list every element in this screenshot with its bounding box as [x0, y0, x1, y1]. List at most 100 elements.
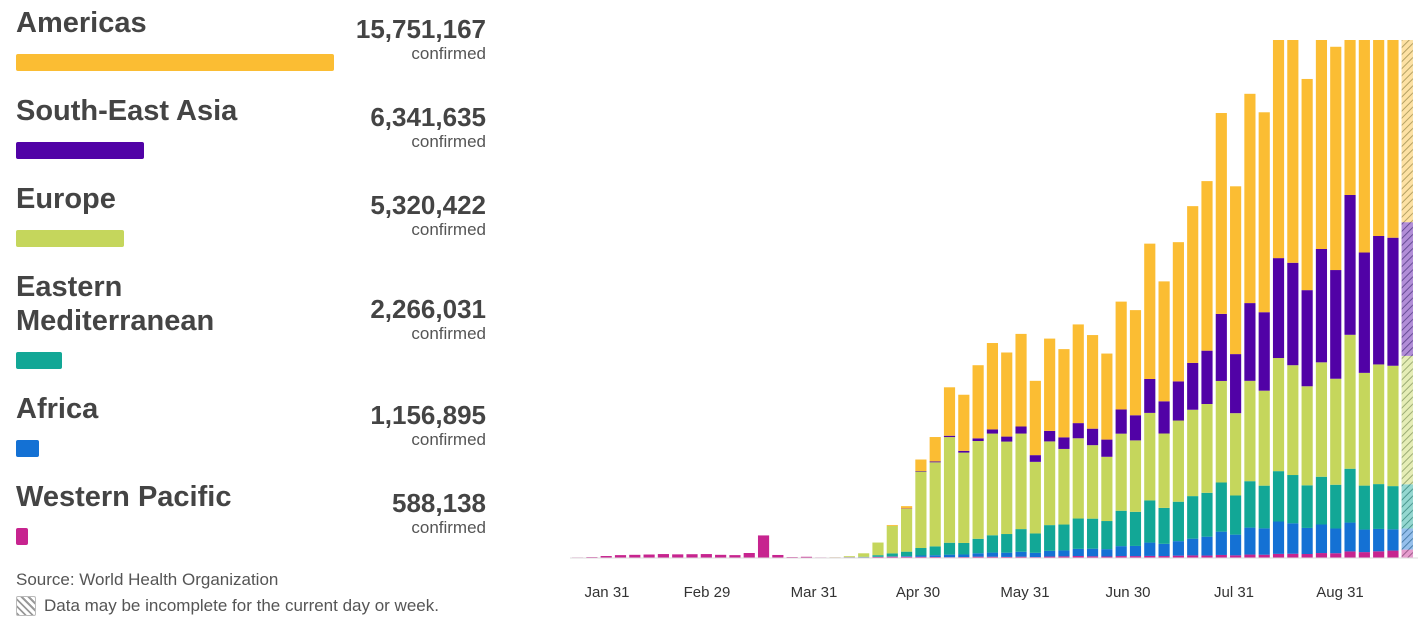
bar-africa-46	[1230, 534, 1242, 556]
region-bar	[16, 54, 334, 71]
bar-americas-49	[1272, 40, 1285, 259]
bar-south-east-asia-55	[1358, 252, 1370, 373]
region-bar	[16, 142, 144, 159]
region-value-label: confirmed	[411, 132, 486, 151]
bar-western-pacific-50	[1287, 553, 1299, 558]
bar-eastern-mediterranean-45	[1215, 482, 1227, 532]
incomplete-note: Data may be incomplete for the current d…	[16, 596, 439, 616]
bar-africa-41	[1158, 543, 1170, 557]
bar-western-pacific-42	[1172, 555, 1184, 558]
bar-western-pacific-44	[1201, 555, 1213, 558]
region-value: 15,751,167	[355, 14, 486, 44]
bar-africa-23	[901, 556, 913, 557]
bar-eastern-mediterranean-38	[1115, 510, 1127, 547]
bar-africa-28	[972, 553, 984, 557]
bar-africa-55	[1358, 529, 1370, 553]
bar-americas-55	[1358, 40, 1370, 253]
bar-africa-35	[1072, 548, 1084, 557]
region-eastern-mediterranean[interactable]: Eastern Mediterranean 2,266,031 confirme…	[16, 270, 486, 369]
bar-south-east-asia-54	[1344, 194, 1356, 335]
region-value: 2,266,031	[370, 294, 486, 324]
bar-americas-33	[1044, 338, 1056, 431]
bar-americas-28	[972, 365, 984, 439]
bar-eastern-mediterranean-54	[1344, 468, 1356, 523]
bar-europe-57	[1387, 365, 1399, 487]
bar-americas-41	[1158, 281, 1170, 402]
bar-americas-46	[1230, 186, 1242, 355]
bar-africa-34	[1058, 550, 1070, 557]
bar-eastern-mediterranean-50	[1287, 475, 1299, 524]
bar-americas-35	[1072, 324, 1084, 424]
bar-south-east-asia-41	[1158, 401, 1170, 434]
region-value-label: confirmed	[411, 220, 486, 239]
region-value-label: confirmed	[411, 430, 486, 449]
bar-africa-44	[1201, 536, 1213, 556]
bar-western-pacific-38	[1115, 556, 1127, 558]
bars-layer	[572, 40, 1413, 559]
bar-americas-34	[1058, 349, 1070, 438]
bar-western-pacific-57	[1387, 550, 1399, 558]
bar-western-pacific-13	[757, 535, 770, 558]
bar-eastern-mediterranean-46	[1230, 495, 1242, 535]
bar-western-pacific-51	[1301, 554, 1313, 558]
bar-western-pacific-56	[1373, 551, 1385, 558]
source-text: Source: World Health Organization	[16, 570, 279, 589]
bar-europe-28	[972, 441, 984, 539]
region-value-label: confirmed	[411, 44, 486, 63]
bar-africa-56	[1373, 528, 1385, 552]
bar-south-east-asia-40	[1144, 378, 1156, 413]
bar-south-east-asia-43	[1187, 362, 1199, 410]
bar-western-pacific-55	[1358, 552, 1370, 558]
bar-western-pacific-12	[743, 553, 755, 558]
bar-eastern-mediterranean-35	[1072, 518, 1084, 549]
bar-eastern-mediterranean-44	[1201, 492, 1213, 537]
region-value: 5,320,422	[370, 190, 486, 220]
bar-americas-53	[1330, 46, 1342, 271]
bar-western-pacific-40	[1144, 555, 1156, 558]
x-tick-label: Jan 31	[584, 584, 629, 601]
bar-europe-50	[1287, 365, 1299, 476]
bar-europe-54	[1344, 334, 1356, 469]
region-bar	[16, 230, 124, 247]
bar-europe-56	[1373, 364, 1385, 485]
bar-americas-24	[915, 459, 927, 472]
bar-eastern-mediterranean-21	[872, 555, 884, 557]
bar-western-pacific-9	[700, 554, 712, 558]
bar-eastern-mediterranean-32	[1029, 533, 1041, 553]
bar-western-pacific-11	[729, 555, 741, 558]
region-americas[interactable]: Americas 15,751,167 confirmed	[16, 6, 486, 71]
bar-south-east-asia-26	[943, 435, 956, 438]
bar-americas-40	[1144, 243, 1156, 379]
bar-western-pacific-29	[986, 556, 999, 558]
bar-western-pacific-52	[1315, 553, 1328, 558]
bar-europe-45	[1215, 380, 1227, 483]
bar-europe-42	[1172, 420, 1184, 502]
region-western-pacific[interactable]: Western Pacific 588,138 confirmed	[16, 480, 486, 545]
bar-africa-50	[1287, 523, 1299, 554]
bar-eastern-mediterranean-53	[1330, 484, 1342, 529]
region-bar	[16, 352, 62, 369]
bar-south-east-asia-44	[1201, 350, 1213, 404]
bar-africa-26	[943, 554, 956, 558]
bar-africa-24	[915, 555, 927, 557]
bar-europe-23	[901, 508, 913, 552]
bar-europe-40	[1144, 412, 1156, 501]
region-south-east-asia[interactable]: South-East Asia 6,341,635 confirmed	[16, 94, 486, 159]
region-africa[interactable]: Africa 1,156,895 confirmed	[16, 392, 486, 457]
bar-europe-32	[1029, 461, 1041, 534]
region-europe[interactable]: Europe 5,320,422 confirmed	[16, 182, 486, 247]
bar-eastern-mediterranean-49	[1272, 471, 1285, 522]
bar-western-pacific-24	[915, 556, 927, 558]
bar-africa-32	[1029, 552, 1041, 558]
bar-africa-48	[1258, 528, 1270, 555]
bar-eastern-mediterranean-23	[901, 551, 913, 557]
bar-africa-52	[1315, 524, 1328, 554]
bar-eastern-mediterranean-57	[1387, 486, 1399, 530]
bar-eastern-mediterranean-52	[1315, 476, 1328, 525]
bar-eastern-mediterranean-34	[1058, 524, 1070, 551]
bar-europe-34	[1058, 448, 1070, 525]
bar-americas-51	[1301, 78, 1313, 291]
bar-europe-46	[1230, 413, 1242, 496]
x-tick-label: Mar 31	[791, 584, 838, 601]
bar-western-pacific-47	[1244, 554, 1256, 558]
